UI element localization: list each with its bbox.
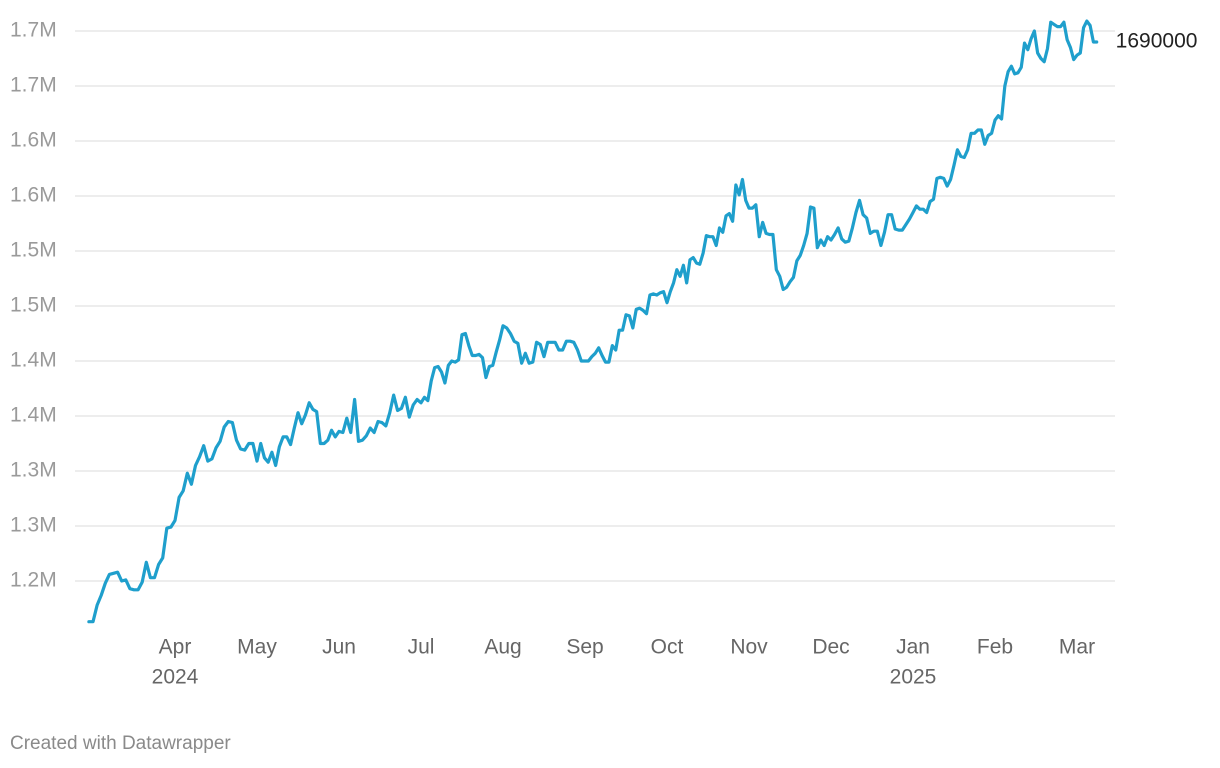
y-tick-label: 1.3M (10, 514, 57, 537)
x-tick-label: Jan (896, 636, 930, 659)
x-tick-label: Aug (484, 636, 521, 659)
y-tick-label: 1.2M (10, 569, 57, 592)
y-tick-label: 1.4M (10, 349, 57, 372)
y-tick-label: 1.5M (10, 239, 57, 262)
x-tick-label: Nov (730, 636, 768, 659)
y-tick-label: 1.5M (10, 294, 57, 317)
x-tick-label: Mar (1059, 636, 1095, 659)
y-tick-label: 1.6M (10, 129, 57, 152)
y-tick-label: 1.7M (10, 74, 57, 97)
y-tick-label: 1.3M (10, 459, 57, 482)
x-tick-label: Apr (159, 636, 192, 659)
x-year-label: 2025 (890, 666, 937, 689)
x-tick-label: Jul (408, 636, 435, 659)
end-value-label: 1690000 (1116, 30, 1198, 53)
x-tick-label: Dec (812, 636, 849, 659)
y-tick-label: 1.7M (10, 19, 57, 42)
line (87, 19, 1099, 624)
credit: Created with Datawrapper (10, 733, 231, 754)
x-tick-label: May (237, 636, 277, 659)
y-tick-label: 1.6M (10, 184, 57, 207)
x-tick-label: Jun (322, 636, 356, 659)
x-year-label: 2024 (152, 666, 199, 689)
x-tick-label: Feb (977, 636, 1013, 659)
y-tick-label: 1.4M (10, 404, 57, 427)
x-tick-label: Sep (566, 636, 603, 659)
x-tick-label: Oct (651, 636, 684, 659)
